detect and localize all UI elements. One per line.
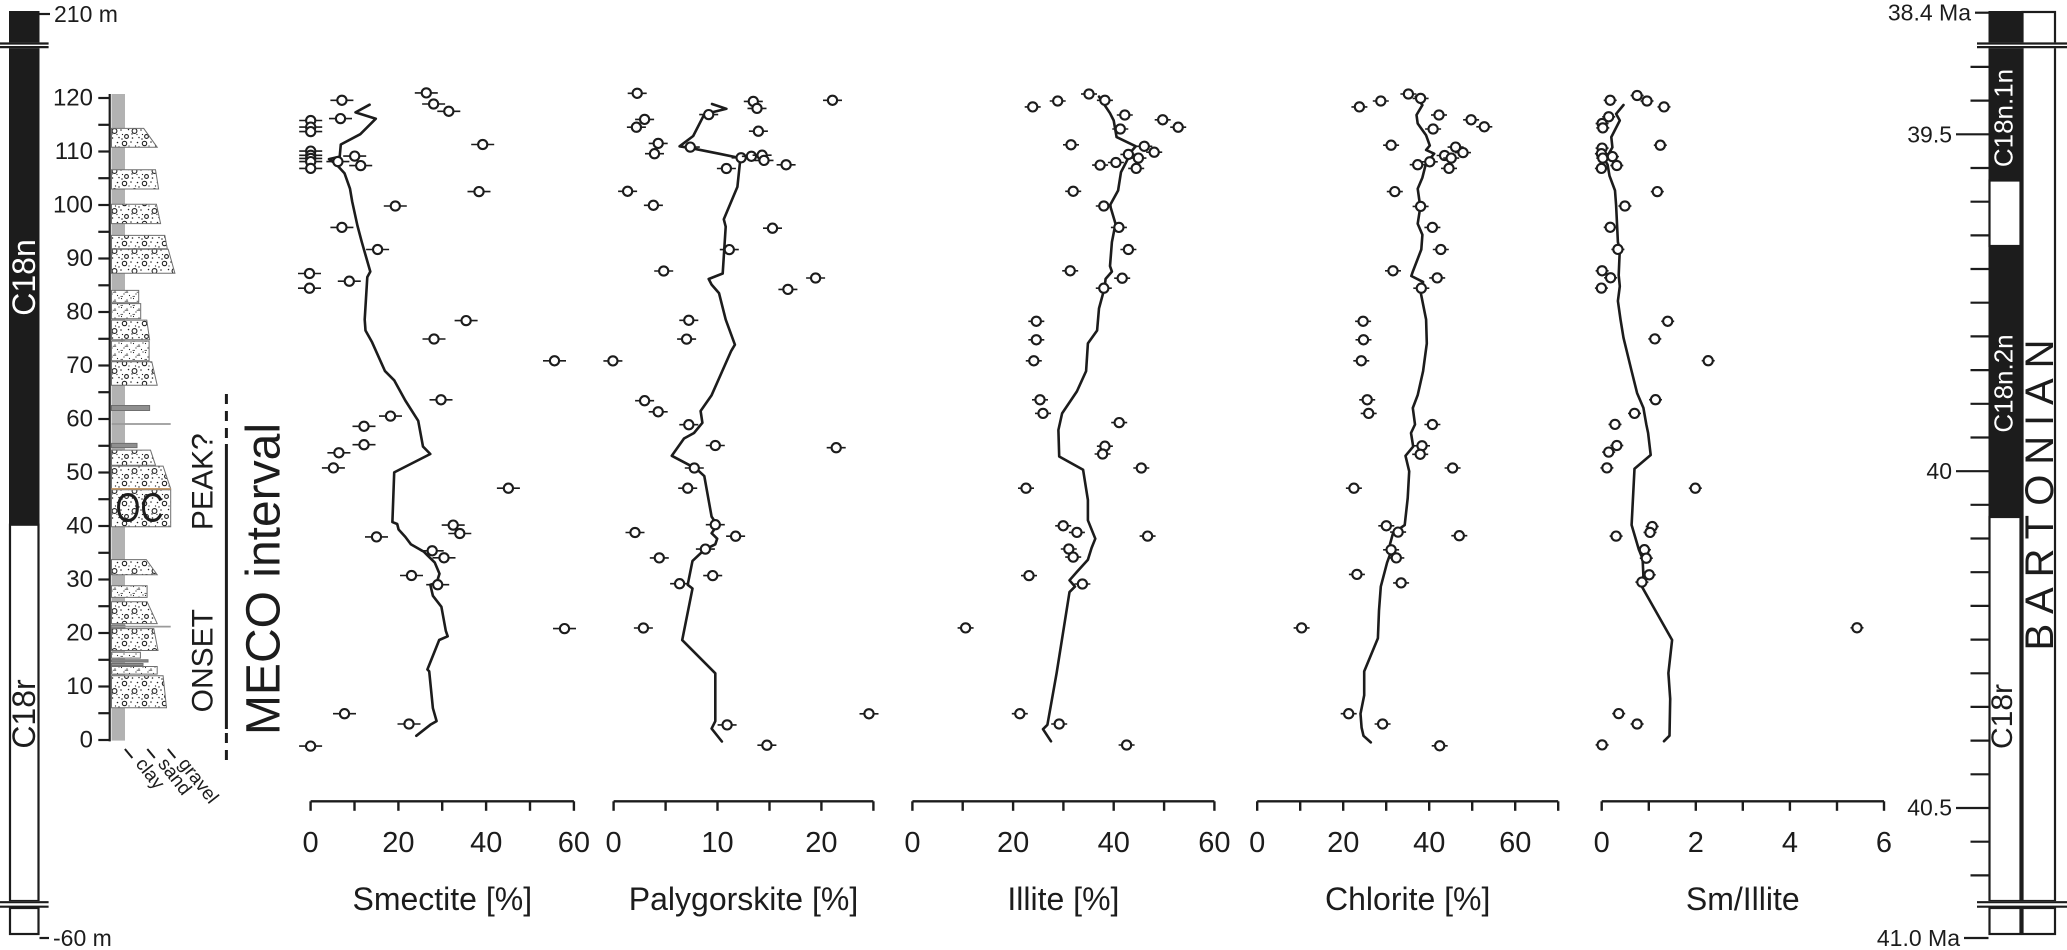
svg-text:20: 20 (805, 827, 837, 859)
svg-text:38.4 Ma: 38.4 Ma (1888, 0, 1971, 26)
svg-text:20: 20 (382, 827, 414, 859)
svg-text:60: 60 (558, 827, 590, 859)
svg-text:Palygorskite [%]: Palygorskite [%] (629, 881, 858, 917)
svg-text:40: 40 (1413, 827, 1445, 859)
svg-text:60: 60 (1499, 827, 1531, 859)
svg-text:10: 10 (701, 827, 733, 859)
svg-text:0: 0 (904, 827, 920, 859)
svg-text:30: 30 (66, 566, 93, 593)
svg-text:120: 120 (53, 85, 93, 112)
svg-text:0: 0 (1249, 827, 1265, 859)
svg-text:0: 0 (1594, 827, 1610, 859)
svg-text:50: 50 (66, 459, 93, 486)
svg-text:0: 0 (80, 727, 93, 754)
svg-text:70: 70 (66, 352, 93, 379)
svg-text:110: 110 (55, 138, 93, 165)
svg-text:40: 40 (1098, 827, 1130, 859)
svg-text:PEAK?: PEAK? (187, 433, 220, 530)
svg-text:60: 60 (1198, 827, 1230, 859)
svg-text:Smectite [%]: Smectite [%] (352, 881, 532, 917)
svg-text:C18n: C18n (6, 239, 42, 316)
svg-text:Chlorite [%]: Chlorite [%] (1325, 881, 1490, 917)
svg-text:C18n.2n: C18n.2n (1989, 334, 2019, 432)
svg-text:20: 20 (66, 620, 93, 647)
svg-text:C18n.1n: C18n.1n (1989, 69, 2019, 167)
svg-text:41.0 Ma: 41.0 Ma (1877, 925, 1960, 950)
svg-text:90: 90 (66, 245, 93, 272)
svg-text:C18r: C18r (6, 679, 42, 749)
svg-text:4: 4 (1782, 827, 1798, 859)
svg-text:0: 0 (303, 827, 319, 859)
svg-text:40: 40 (470, 827, 502, 859)
svg-text:Sm/Illite: Sm/Illite (1686, 881, 1800, 917)
svg-text:ONSET: ONSET (187, 609, 220, 712)
svg-text:60: 60 (66, 406, 93, 433)
svg-text:40.5: 40.5 (1907, 795, 1952, 821)
svg-text:10: 10 (66, 673, 93, 700)
svg-text:0: 0 (606, 827, 622, 859)
svg-text:100: 100 (53, 192, 93, 219)
svg-text:-60 m: -60 m (53, 925, 112, 950)
svg-text:80: 80 (66, 299, 93, 326)
svg-text:MECO interval: MECO interval (238, 423, 291, 735)
svg-text:6: 6 (1876, 827, 1892, 859)
svg-text:210 m: 210 m (54, 1, 118, 27)
svg-text:BARTONIAN: BARTONIAN (2018, 340, 2062, 651)
svg-text:OC: OC (116, 485, 164, 531)
svg-text:20: 20 (1327, 827, 1359, 859)
svg-text:Illite [%]: Illite [%] (1007, 881, 1119, 917)
svg-text:20: 20 (997, 827, 1029, 859)
svg-text:2: 2 (1688, 827, 1704, 859)
svg-text:39.5: 39.5 (1907, 121, 1952, 147)
svg-text:C18r: C18r (1986, 684, 2019, 749)
svg-text:40: 40 (66, 513, 93, 540)
svg-text:40: 40 (1926, 458, 1952, 484)
